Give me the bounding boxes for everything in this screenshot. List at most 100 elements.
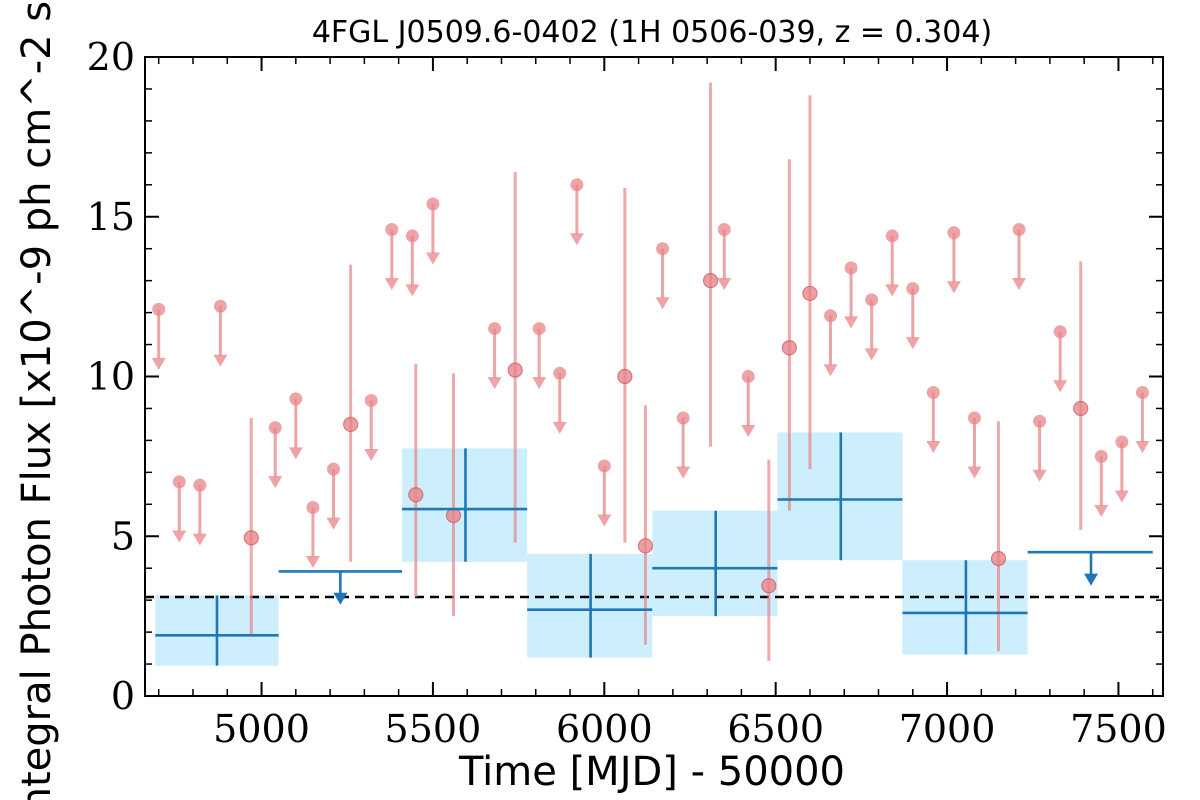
upper-limit-arrow-head xyxy=(151,357,166,370)
upper-limit-point xyxy=(213,299,227,313)
upper-limit-point xyxy=(947,226,961,240)
upper-limit-point xyxy=(1115,435,1129,449)
upper-limit-arrow-head xyxy=(192,533,207,546)
upper-limit-point xyxy=(327,462,341,476)
upper-limit-point xyxy=(885,229,899,243)
upper-limit-arrow-head xyxy=(1012,278,1027,291)
upper-limit-arrow-head xyxy=(823,364,838,377)
upper-limit-arrow-head xyxy=(326,517,341,530)
x-tick-label: 6500 xyxy=(727,707,824,751)
upper-limit-point xyxy=(405,229,419,243)
upper-limit-arrow-head xyxy=(844,316,859,329)
y-tick-label: 5 xyxy=(111,514,135,558)
x-tick-label: 5000 xyxy=(213,707,310,751)
upper-limit-point xyxy=(1033,414,1047,428)
upper-limit-arrow-head xyxy=(1135,440,1150,453)
flux-point xyxy=(343,416,359,433)
upper-limit-point xyxy=(172,475,186,489)
flux-point xyxy=(637,538,654,554)
y-tick-label: 10 xyxy=(87,355,135,399)
upper-limit-arrow-head xyxy=(905,337,920,350)
upper-limit-point xyxy=(152,302,166,316)
upper-limit-arrow-head xyxy=(655,297,670,310)
upper-limit-arrow-head xyxy=(946,281,961,294)
flux-point xyxy=(702,273,719,289)
upper-limit-point xyxy=(717,223,731,237)
upper-limit-arrow-head xyxy=(532,377,547,390)
plot-area: 5000 5500 6000 6500 7000 7500 0 5 10 15 20 xyxy=(87,35,1167,751)
flux-point xyxy=(445,507,462,524)
upper-limit-arrow-head xyxy=(717,278,732,291)
upper-limit-point xyxy=(553,366,567,380)
upper-limit-arrow-head xyxy=(1032,469,1047,482)
coarse-upper-limit-head xyxy=(333,592,348,605)
flux-point xyxy=(990,551,1007,567)
upper-limit-point xyxy=(306,500,320,514)
upper-limit-point xyxy=(656,242,670,256)
upper-limit-point xyxy=(289,392,303,406)
upper-limit-point xyxy=(926,385,940,399)
upper-limit-arrow-head xyxy=(967,466,982,479)
y-axis-label: Integral Photon Flux [x10^-9 ph cm^-2 s^… xyxy=(14,0,60,800)
upper-limit-arrow-head xyxy=(741,425,756,438)
flux-point xyxy=(617,368,633,385)
upper-limit-arrow-head xyxy=(552,421,567,434)
upper-limit-arrow-head xyxy=(213,354,228,367)
upper-limit-arrow-head xyxy=(405,284,420,297)
upper-limit-arrow-head xyxy=(597,514,612,527)
upper-limit-arrow-head xyxy=(569,233,584,246)
upper-limit-arrow-head xyxy=(1094,504,1109,517)
upper-limit-point xyxy=(824,309,838,323)
upper-limit-arrow-head xyxy=(172,530,187,543)
upper-limit-arrow-head xyxy=(268,476,283,489)
coarse-upper-limit-head xyxy=(1084,573,1099,586)
flux-point xyxy=(1073,400,1089,417)
upper-limit-point xyxy=(967,411,981,425)
x-tick-label: 7000 xyxy=(899,707,996,751)
upper-limit-point xyxy=(193,478,207,492)
upper-limit-point xyxy=(364,393,378,407)
y-tick-label: 0 xyxy=(111,674,135,718)
x-tick-label: 5500 xyxy=(385,707,482,751)
x-axis-label: Time [MJD] - 50000 xyxy=(458,749,845,795)
flux-point xyxy=(781,340,797,356)
upper-limit-point xyxy=(488,322,502,336)
upper-limit-arrow-head xyxy=(288,447,303,460)
upper-limit-point xyxy=(570,178,584,192)
upper-limit-arrow-head xyxy=(364,448,379,461)
upper-limit-arrow-head xyxy=(1053,380,1068,393)
upper-limit-point xyxy=(426,197,440,211)
upper-limit-point xyxy=(865,293,879,307)
upper-limit-point xyxy=(532,322,546,336)
x-tick-label: 6000 xyxy=(556,707,653,751)
upper-limit-point xyxy=(741,370,755,383)
upper-limit-point xyxy=(844,261,858,275)
y-tick-label: 15 xyxy=(87,195,135,239)
upper-limit-arrow-head xyxy=(885,284,900,297)
y-tick-label: 20 xyxy=(87,35,135,79)
upper-limit-point xyxy=(1094,449,1108,463)
upper-limit-point xyxy=(1135,385,1149,399)
upper-limit-arrow-head xyxy=(384,278,399,291)
upper-limit-point xyxy=(906,282,920,296)
upper-limit-point xyxy=(676,411,690,425)
upper-limit-arrow-head xyxy=(864,348,879,361)
upper-limit-arrow-head xyxy=(425,252,440,265)
flux-point xyxy=(408,487,424,503)
flux-point xyxy=(507,362,523,378)
upper-limit-arrow-head xyxy=(926,440,941,453)
flux-point xyxy=(761,578,777,594)
upper-limit-arrow-head xyxy=(1114,490,1129,503)
upper-limit-arrow-head xyxy=(305,556,320,569)
upper-limit-point xyxy=(1012,223,1026,237)
upper-limit-point xyxy=(385,223,399,237)
upper-limit-point xyxy=(268,421,282,435)
flux-point xyxy=(802,285,818,302)
upper-limit-arrow-head xyxy=(487,377,502,390)
x-tick-label: 7500 xyxy=(1070,707,1167,751)
upper-limit-arrow-head xyxy=(676,466,691,479)
upper-limit-point xyxy=(1053,325,1067,339)
flux-point xyxy=(243,530,259,546)
upper-limit-point xyxy=(597,459,611,473)
